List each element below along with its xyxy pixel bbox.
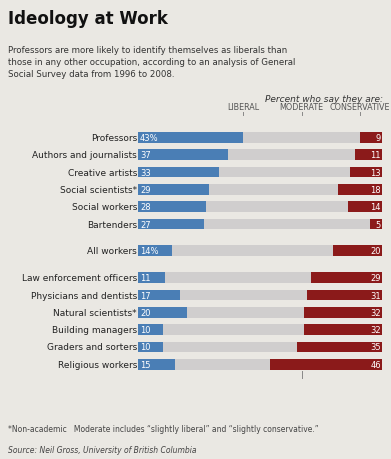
Text: 10: 10 [140, 343, 151, 352]
Bar [138, 273, 382, 284]
Bar [138, 185, 382, 196]
Bar [311, 273, 382, 284]
Text: Religious workers: Religious workers [57, 360, 137, 369]
Text: Professors are more likely to identify themselves as liberals than
those in any : Professors are more likely to identify t… [8, 46, 295, 78]
Text: 10: 10 [140, 325, 151, 335]
Bar [138, 342, 382, 353]
Text: 14: 14 [371, 203, 381, 212]
Text: 31: 31 [370, 291, 381, 300]
Text: 46: 46 [370, 360, 381, 369]
Text: MODERATE: MODERATE [280, 103, 324, 112]
Text: 13: 13 [370, 168, 381, 177]
Text: 32: 32 [370, 325, 381, 335]
Bar [350, 168, 382, 178]
Text: 20: 20 [371, 247, 381, 256]
Bar [138, 308, 187, 318]
Bar [338, 185, 382, 196]
Text: 33: 33 [140, 168, 151, 177]
Bar [138, 133, 243, 144]
Text: 11: 11 [371, 151, 381, 160]
Text: Authors and journalists: Authors and journalists [32, 151, 137, 160]
Bar [307, 290, 382, 301]
Text: 35: 35 [370, 343, 381, 352]
Text: Creative artists: Creative artists [68, 168, 137, 177]
Text: Social workers: Social workers [72, 203, 137, 212]
Text: 5: 5 [376, 220, 381, 229]
Bar [360, 133, 382, 144]
Text: Social scientists*: Social scientists* [60, 185, 137, 195]
Bar [304, 325, 382, 335]
Text: 15: 15 [140, 360, 151, 369]
Text: CONSERVATIVE: CONSERVATIVE [330, 103, 391, 112]
Bar [138, 219, 382, 230]
Text: 29: 29 [140, 185, 151, 195]
Bar [138, 133, 382, 144]
Bar [138, 168, 219, 178]
Text: 14%: 14% [140, 247, 159, 256]
Bar [138, 273, 165, 284]
Bar [138, 359, 382, 370]
Bar [304, 308, 382, 318]
Bar [138, 342, 163, 353]
Text: Graders and sorters: Graders and sorters [47, 343, 137, 352]
Text: Professors: Professors [91, 134, 137, 143]
Bar [370, 219, 382, 230]
Text: 9: 9 [376, 134, 381, 143]
Text: Bartenders: Bartenders [87, 220, 137, 229]
Text: 29: 29 [371, 274, 381, 283]
Text: 11: 11 [140, 274, 151, 283]
Bar [138, 185, 209, 196]
Bar [348, 202, 382, 213]
Text: Law enforcement officers: Law enforcement officers [22, 274, 137, 283]
Bar [138, 150, 382, 161]
Bar [138, 325, 163, 335]
Bar [138, 290, 382, 301]
Text: Percent who say they are:: Percent who say they are: [265, 95, 383, 104]
Text: 17: 17 [140, 291, 151, 300]
Text: Source: Neil Gross, University of British Columbia: Source: Neil Gross, University of Britis… [8, 445, 196, 454]
Bar [138, 202, 206, 213]
Bar [138, 246, 172, 257]
Bar [138, 202, 382, 213]
Bar [138, 246, 382, 257]
Text: Building managers: Building managers [52, 325, 137, 335]
Text: 32: 32 [370, 308, 381, 317]
Text: All workers: All workers [87, 247, 137, 256]
Bar [355, 150, 382, 161]
Text: LIBERAL: LIBERAL [227, 103, 259, 112]
Text: 37: 37 [140, 151, 151, 160]
Text: Physicians and dentists: Physicians and dentists [30, 291, 137, 300]
Bar [138, 359, 175, 370]
Text: Natural scientists*: Natural scientists* [53, 308, 137, 317]
Bar [138, 308, 382, 318]
Text: *Non-academic   Moderate includes “slightly liberal” and “slightly conservative.: *Non-academic Moderate includes “slightl… [8, 424, 318, 433]
Bar [138, 150, 228, 161]
Text: 27: 27 [140, 220, 151, 229]
Bar [334, 246, 382, 257]
Bar [138, 168, 382, 178]
Text: 18: 18 [370, 185, 381, 195]
Text: 28: 28 [140, 203, 151, 212]
Bar [297, 342, 382, 353]
Bar [138, 325, 382, 335]
Text: Ideology at Work: Ideology at Work [8, 10, 168, 28]
Bar [138, 219, 204, 230]
Text: 43%: 43% [140, 134, 159, 143]
Bar [270, 359, 382, 370]
Bar [138, 290, 179, 301]
Text: 20: 20 [140, 308, 151, 317]
